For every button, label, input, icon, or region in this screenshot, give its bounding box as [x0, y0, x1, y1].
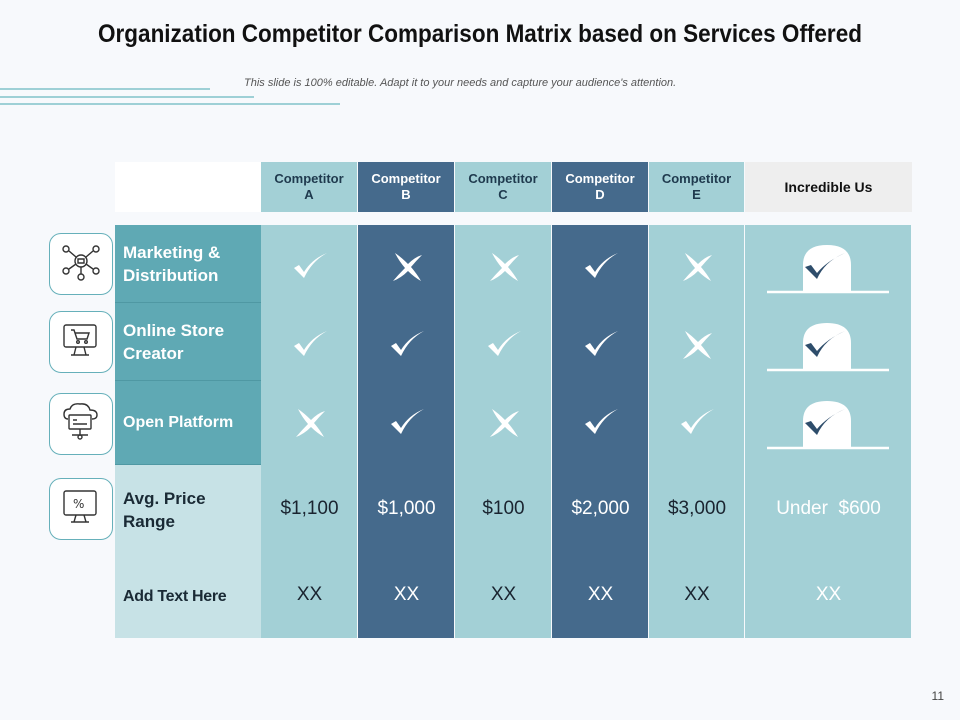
check-mark — [290, 247, 330, 287]
marketing-network-icon — [60, 241, 102, 288]
cross-mark — [484, 403, 524, 443]
column-body — [261, 225, 357, 638]
cloud-platform-icon — [60, 401, 102, 448]
check-mark — [581, 325, 621, 365]
column-header: Competitor C — [455, 162, 551, 212]
cell-value: XX — [684, 584, 710, 605]
cell-value: XX — [490, 584, 517, 605]
cell-value: $1,000 — [377, 497, 436, 519]
column-body — [358, 225, 454, 638]
cell-value: $100 — [482, 497, 525, 519]
check-mark — [290, 325, 330, 365]
decor-line — [0, 96, 254, 98]
featured-check-mark — [765, 237, 891, 297]
column-header: Competitor A — [261, 162, 357, 212]
header-corner — [115, 162, 261, 212]
cell-value: XX — [296, 584, 323, 605]
column-body — [552, 225, 648, 638]
cross-mark — [484, 247, 524, 287]
row-icon-frame: % — [49, 478, 113, 540]
page-number: 11 — [931, 689, 944, 703]
decor-line — [0, 88, 210, 90]
column-header: Competitor E — [649, 162, 744, 212]
cross-mark — [387, 247, 427, 287]
featured-check-mark — [765, 315, 891, 375]
check-mark — [677, 403, 717, 443]
check-mark — [581, 403, 621, 443]
row-icon-frame — [49, 393, 113, 455]
column-header: Incredible Us — [745, 162, 912, 212]
check-mark — [581, 247, 621, 287]
row-icon-frame — [49, 233, 113, 295]
cell-value: $3,000 — [667, 497, 727, 519]
percent-monitor-icon: % — [60, 486, 102, 533]
column-header: Competitor D — [552, 162, 648, 212]
cross-mark — [290, 403, 330, 443]
cell-value: Under $600 — [776, 497, 881, 519]
featured-check-mark — [765, 393, 891, 453]
check-mark — [387, 325, 427, 365]
check-mark — [387, 403, 427, 443]
row-label: Open Platform — [115, 381, 261, 465]
column-body — [455, 225, 551, 638]
cell-value: $1,100 — [280, 497, 339, 519]
cell-value: XX — [393, 584, 420, 605]
row-label: Add Text Here — [115, 554, 261, 638]
row-label: Avg. Price Range — [115, 465, 261, 554]
decor-line — [0, 103, 340, 105]
row-icon-frame — [49, 311, 113, 373]
column-header: Competitor B — [358, 162, 454, 212]
cross-mark — [677, 325, 717, 365]
online-cart-monitor-icon — [60, 319, 102, 366]
svg-text:%: % — [73, 497, 84, 511]
slide-subtitle: This slide is 100% editable. Adapt it to… — [244, 77, 677, 89]
cell-value: XX — [587, 584, 614, 605]
column-body — [649, 225, 744, 638]
cross-mark — [677, 247, 717, 287]
check-mark — [484, 325, 524, 365]
slide-title: Organization Competitor Comparison Matri… — [98, 20, 862, 48]
row-label: Marketing & Distribution — [115, 225, 261, 303]
cell-value: $2,000 — [571, 497, 630, 519]
row-label: Online Store Creator — [115, 303, 261, 381]
cell-value: XX — [815, 584, 842, 605]
